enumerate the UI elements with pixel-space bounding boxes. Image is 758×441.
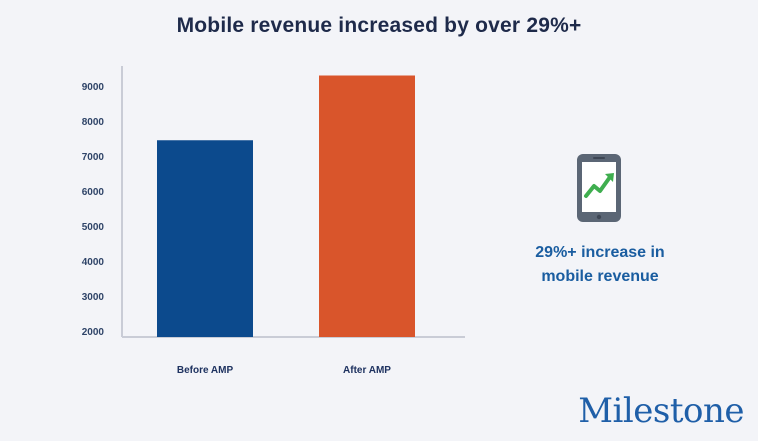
bar-before-amp	[157, 140, 253, 337]
y-tick-label: 3000	[82, 292, 105, 303]
x-axis-labels: Before AMP After AMP	[177, 365, 391, 376]
callout-line-2: mobile revenue	[541, 268, 659, 285]
y-tick-label: 7000	[82, 152, 105, 163]
x-category-label: Before AMP	[177, 365, 234, 376]
x-category-label: After AMP	[343, 365, 391, 376]
phone-trend-up-icon	[577, 154, 621, 222]
y-axis-ticks: 2000 3000 4000 5000 6000 7000 8000 9000	[82, 82, 105, 338]
y-tick-label: 5000	[82, 222, 105, 233]
chart-title: Mobile revenue increased by over 29%+	[176, 14, 582, 37]
y-tick-label: 6000	[82, 187, 105, 198]
callout-line-1: 29%+ increase in	[535, 244, 665, 261]
revenue-callout: 29%+ increase in mobile revenue	[490, 241, 710, 289]
chart-bars	[157, 75, 415, 337]
y-tick-label: 2000	[82, 327, 105, 338]
y-tick-label: 8000	[82, 117, 105, 128]
y-tick-label: 4000	[82, 257, 105, 268]
bar-after-amp	[319, 75, 415, 337]
milestone-logo: Milestone	[578, 391, 744, 431]
y-tick-label: 9000	[82, 82, 105, 93]
